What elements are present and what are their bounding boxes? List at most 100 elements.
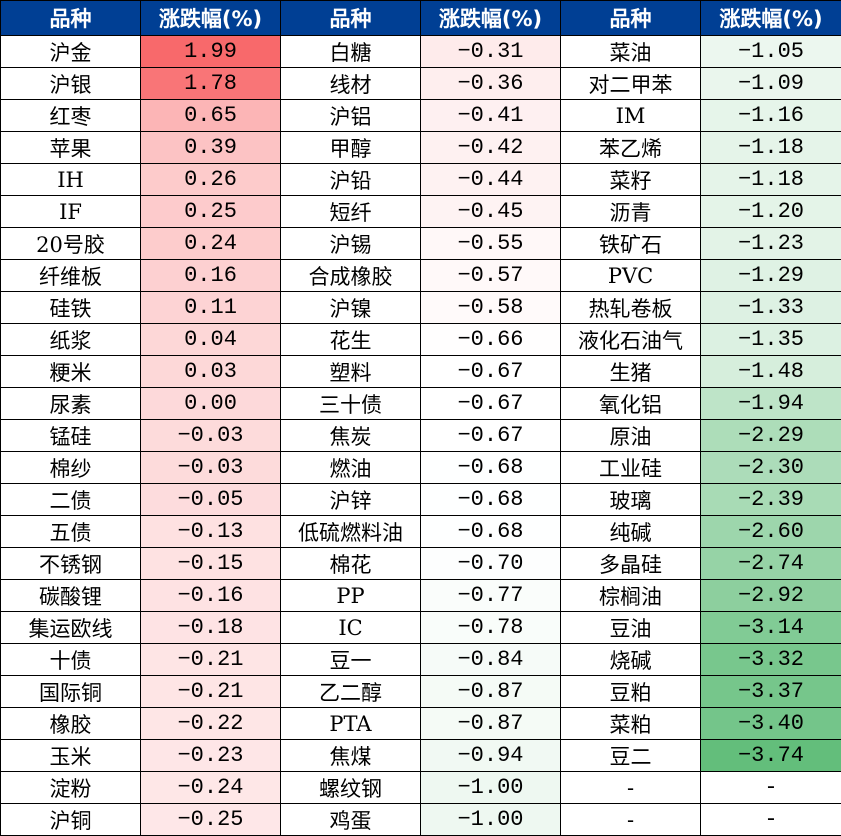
change-cell: −0.68 [421, 452, 561, 484]
variety-cell: 焦煤 [281, 740, 421, 772]
variety-cell: 沪镍 [281, 292, 421, 324]
variety-cell: IC [281, 612, 421, 644]
header-variety: 品种 [1, 1, 141, 36]
variety-cell: 液化石油气 [561, 324, 701, 356]
change-cell: −0.03 [141, 420, 281, 452]
variety-cell: 铁矿石 [561, 228, 701, 260]
variety-cell: 豆油 [561, 612, 701, 644]
change-cell: −0.68 [421, 484, 561, 516]
change-cell: −0.15 [141, 548, 281, 580]
change-cell: −0.67 [421, 388, 561, 420]
change-cell: −0.77 [421, 580, 561, 612]
change-cell: −0.78 [421, 612, 561, 644]
variety-cell: 菜粕 [561, 708, 701, 740]
change-cell: −0.66 [421, 324, 561, 356]
change-cell: −0.16 [141, 580, 281, 612]
variety-cell: 热轧卷板 [561, 292, 701, 324]
change-cell: −0.84 [421, 644, 561, 676]
change-cell: −1.16 [701, 100, 841, 132]
change-cell: 0.24 [141, 228, 281, 260]
change-cell: 0.16 [141, 260, 281, 292]
change-cell: −0.58 [421, 292, 561, 324]
change-cell: 0.26 [141, 164, 281, 196]
change-cell: −0.45 [421, 196, 561, 228]
variety-cell: 沪铜 [1, 804, 141, 836]
change-cell: −0.13 [141, 516, 281, 548]
variety-cell: 沪锌 [281, 484, 421, 516]
change-cell: −1.23 [701, 228, 841, 260]
variety-cell: 淀粉 [1, 772, 141, 804]
header-change: 涨跌幅(%) [421, 1, 561, 36]
change-cell: −0.94 [421, 740, 561, 772]
change-cell: −0.67 [421, 356, 561, 388]
change-cell: −0.22 [141, 708, 281, 740]
change-cell: −0.70 [421, 548, 561, 580]
variety-cell: 豆粕 [561, 676, 701, 708]
variety-cell: 豆一 [281, 644, 421, 676]
change-cell: - [701, 804, 841, 836]
variety-cell: 沪铝 [281, 100, 421, 132]
change-cell: −0.68 [421, 516, 561, 548]
change-cell: −2.29 [701, 420, 841, 452]
variety-cell: 豆二 [561, 740, 701, 772]
variety-cell: 棉纱 [1, 452, 141, 484]
variety-cell: 棕榈油 [561, 580, 701, 612]
variety-cell: 鸡蛋 [281, 804, 421, 836]
change-cell: −0.36 [421, 68, 561, 100]
change-cell: −3.14 [701, 612, 841, 644]
variety-cell: 原油 [561, 420, 701, 452]
change-cell: −0.25 [141, 804, 281, 836]
variety-cell: 沪银 [1, 68, 141, 100]
change-cell: −0.87 [421, 708, 561, 740]
change-cell: 1.78 [141, 68, 281, 100]
variety-cell: 菜籽 [561, 164, 701, 196]
variety-cell: 氧化铝 [561, 388, 701, 420]
change-cell: 0.00 [141, 388, 281, 420]
variety-cell: 工业硅 [561, 452, 701, 484]
change-cell: −0.55 [421, 228, 561, 260]
change-cell: −0.67 [421, 420, 561, 452]
change-cell: 0.11 [141, 292, 281, 324]
change-cell: 0.03 [141, 356, 281, 388]
variety-cell: 菜油 [561, 36, 701, 68]
variety-cell: 合成橡胶 [281, 260, 421, 292]
change-cell: −3.32 [701, 644, 841, 676]
variety-cell: 焦炭 [281, 420, 421, 452]
change-cell: −1.18 [701, 132, 841, 164]
variety-cell: 多晶硅 [561, 548, 701, 580]
change-cell: −0.03 [141, 452, 281, 484]
variety-cell: 沪铅 [281, 164, 421, 196]
change-cell: −1.94 [701, 388, 841, 420]
change-cell: −1.09 [701, 68, 841, 100]
change-cell: −1.29 [701, 260, 841, 292]
change-cell: −0.24 [141, 772, 281, 804]
variety-cell: 橡胶 [1, 708, 141, 740]
variety-cell: 二债 [1, 484, 141, 516]
change-cell: −0.31 [421, 36, 561, 68]
variety-cell: 线材 [281, 68, 421, 100]
change-cell: 0.65 [141, 100, 281, 132]
variety-cell: 玻璃 [561, 484, 701, 516]
change-cell: −2.39 [701, 484, 841, 516]
variety-cell: PTA [281, 708, 421, 740]
variety-cell: 甲醇 [281, 132, 421, 164]
variety-cell: 苯乙烯 [561, 132, 701, 164]
change-cell: −0.87 [421, 676, 561, 708]
variety-cell: 低硫燃料油 [281, 516, 421, 548]
variety-cell: 沪锡 [281, 228, 421, 260]
change-cell: −1.00 [421, 772, 561, 804]
change-cell: −1.48 [701, 356, 841, 388]
variety-cell: 沪金 [1, 36, 141, 68]
change-cell: −0.44 [421, 164, 561, 196]
change-cell: −1.35 [701, 324, 841, 356]
